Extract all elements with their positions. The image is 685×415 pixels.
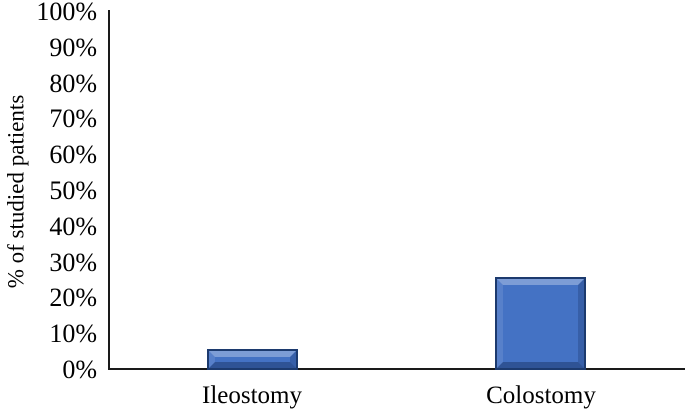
- bar-ileostomy: [207, 349, 298, 370]
- x-axis-labels: Ileostomy Colostomy: [0, 382, 685, 415]
- y-tick-label: 70%: [49, 104, 97, 134]
- x-axis-line: [108, 368, 685, 370]
- bars-layer: [108, 12, 685, 370]
- x-category-label-ileostomy: Ileostomy: [202, 382, 302, 409]
- y-tick-label: 50%: [49, 176, 97, 205]
- y-tick-label: 100%: [36, 0, 97, 26]
- y-tick-label: 10%: [49, 319, 97, 349]
- y-tick-label: 90%: [49, 32, 97, 62]
- y-axis-line: [108, 10, 110, 370]
- bar-bevel: [209, 351, 296, 368]
- y-tick-label: 60%: [49, 140, 97, 170]
- plot-area: [108, 10, 685, 370]
- bar-colostomy: [495, 277, 586, 370]
- bar-bevel: [497, 279, 584, 368]
- x-category-label-colostomy: Colostomy: [486, 382, 596, 409]
- y-tick-label: 40%: [49, 211, 97, 241]
- y-tick-label: 30%: [49, 247, 97, 277]
- y-tick-label: 20%: [49, 283, 97, 313]
- y-axis-tick-labels: 0% 10% 20% 30% 40% 50% 60% 70% 80% 90% 100%: [0, 0, 97, 383]
- y-tick-label: 80%: [49, 68, 97, 98]
- y-tick-label: 0%: [62, 355, 97, 384]
